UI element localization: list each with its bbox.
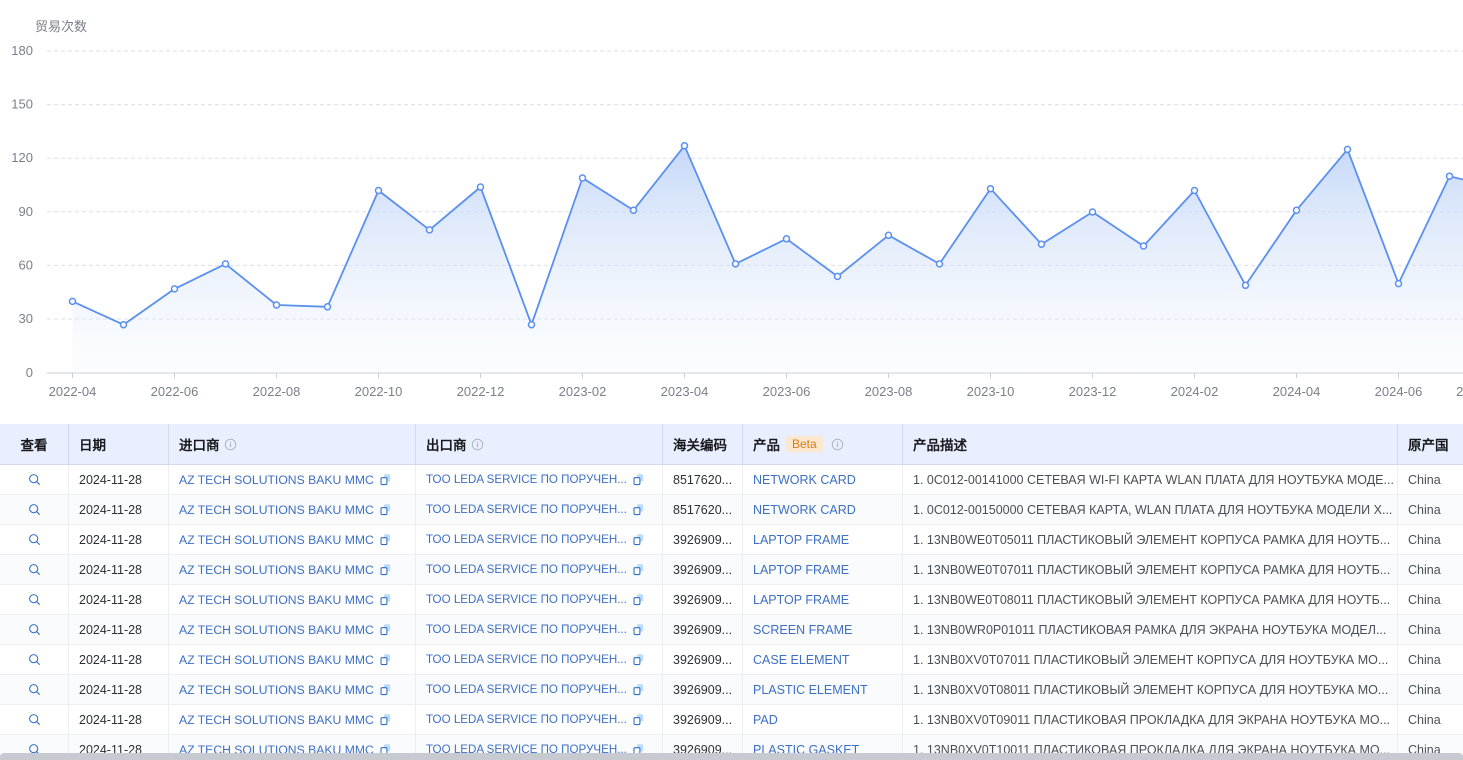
svg-text:30: 30 bbox=[19, 311, 33, 326]
svg-text:2023-06: 2023-06 bbox=[763, 384, 811, 399]
svg-text:2024-02: 2024-02 bbox=[1171, 384, 1219, 399]
svg-text:2022-08: 2022-08 bbox=[253, 384, 301, 399]
svg-text:2024-06: 2024-06 bbox=[1375, 384, 1423, 399]
svg-text:2024-08: 2024-08 bbox=[1456, 384, 1463, 399]
svg-text:2022-04: 2022-04 bbox=[49, 384, 97, 399]
svg-text:2024-04: 2024-04 bbox=[1273, 384, 1321, 399]
svg-text:150: 150 bbox=[11, 97, 33, 112]
svg-text:2023-12: 2023-12 bbox=[1069, 384, 1117, 399]
svg-text:60: 60 bbox=[19, 257, 33, 272]
svg-text:2023-02: 2023-02 bbox=[559, 384, 607, 399]
svg-text:2023-08: 2023-08 bbox=[865, 384, 913, 399]
svg-text:2022-06: 2022-06 bbox=[151, 384, 199, 399]
svg-text:180: 180 bbox=[11, 43, 33, 58]
svg-text:2022-10: 2022-10 bbox=[355, 384, 403, 399]
svg-text:2023-04: 2023-04 bbox=[661, 384, 709, 399]
svg-text:2022-12: 2022-12 bbox=[457, 384, 505, 399]
svg-text:2023-10: 2023-10 bbox=[967, 384, 1015, 399]
svg-text:120: 120 bbox=[11, 150, 33, 165]
svg-text:90: 90 bbox=[19, 204, 33, 219]
svg-text:0: 0 bbox=[26, 365, 33, 380]
